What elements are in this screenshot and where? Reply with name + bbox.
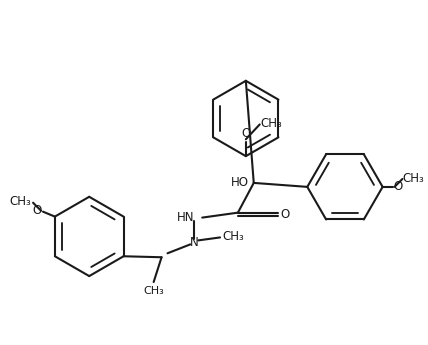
Text: CH₃: CH₃ bbox=[402, 172, 424, 186]
Text: CH₃: CH₃ bbox=[222, 230, 244, 243]
Text: O: O bbox=[280, 208, 290, 221]
Text: HN: HN bbox=[177, 211, 194, 224]
Text: HO: HO bbox=[231, 176, 249, 189]
Text: O: O bbox=[241, 127, 250, 140]
Text: N: N bbox=[190, 236, 199, 249]
Text: O: O bbox=[33, 204, 42, 217]
Text: CH₃: CH₃ bbox=[9, 195, 31, 208]
Text: CH₃: CH₃ bbox=[261, 117, 282, 130]
Text: O: O bbox=[393, 180, 403, 194]
Text: CH₃: CH₃ bbox=[143, 286, 164, 296]
